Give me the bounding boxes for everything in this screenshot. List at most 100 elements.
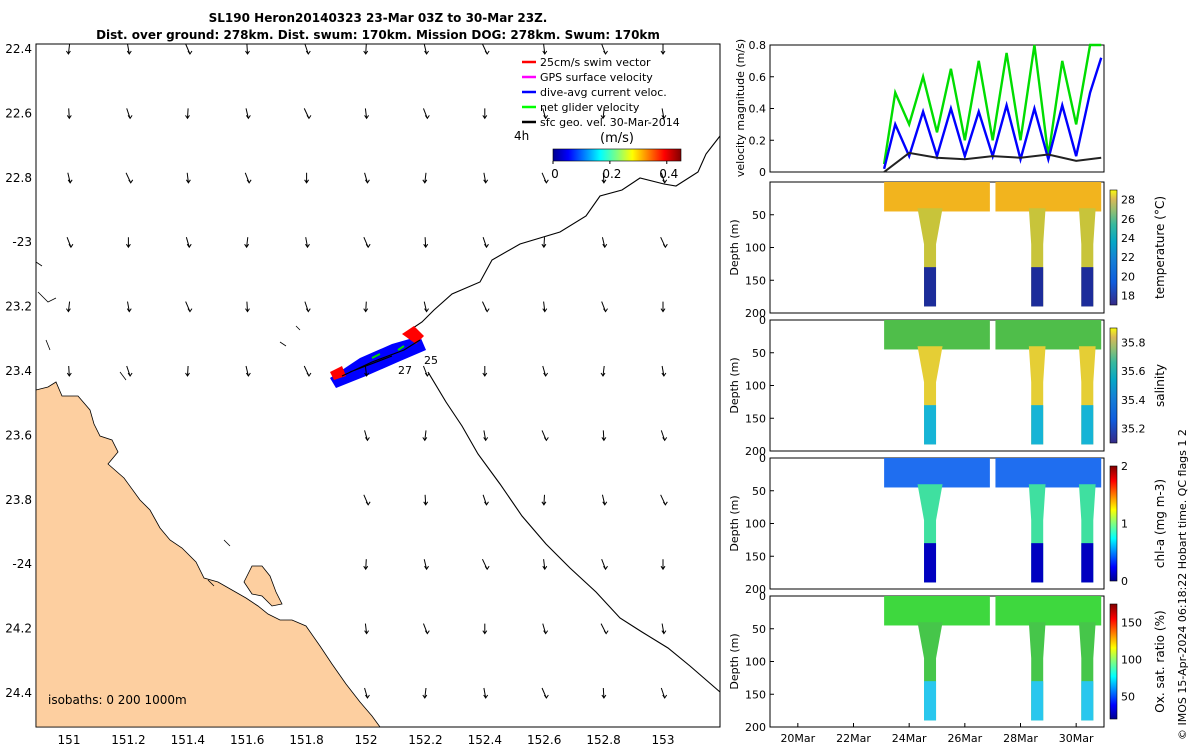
vel-tick-0.8: 0.8 xyxy=(749,39,767,52)
speed-colorbar-ticks: 0 0.2 0.4 xyxy=(551,161,678,181)
sfc-vel-arrow xyxy=(660,494,668,506)
oxygen-dive-plume-0 xyxy=(917,622,943,721)
oxygen-cbar-tick-150: 150 xyxy=(1121,617,1142,630)
salinity-cbar-tick-35.4: 35.4 xyxy=(1121,394,1146,407)
sfc-velocity-arrows xyxy=(65,43,668,699)
oxygen-depth-tick-100: 100 xyxy=(745,656,766,669)
map-panel: 25 27 151 151.2 151.4 151.6 151.8 152 152.2 152… xyxy=(5,42,721,747)
chla-cbar-tick-0: 0 xyxy=(1121,575,1128,588)
sfc-vel-arrow xyxy=(660,430,668,442)
vel-tick-0.6: 0.6 xyxy=(749,71,767,84)
sfc-vel-arrow xyxy=(66,365,72,377)
lon-tick-151.2: 151.2 xyxy=(111,733,145,747)
legend-item-3: net glider velocity xyxy=(540,101,640,114)
sfc-vel-arrow xyxy=(601,494,608,506)
swim-vectors xyxy=(330,326,424,380)
sfc-vel-arrow xyxy=(542,108,549,120)
legend-4h-label: 4h xyxy=(514,129,529,143)
time-tick-labels: 20Mar 22Mar 24Mar 26Mar 28Mar 30Mar xyxy=(780,723,1094,745)
cbar-tick-0.2: 0.2 xyxy=(602,167,621,181)
lon-tick-153: 153 xyxy=(652,733,675,747)
time-series-panels: 0 0.2 0.4 0.6 0.8 velocity magnitude (m/s) 5… xyxy=(728,39,1167,745)
temperature-deep-water-1 xyxy=(1031,267,1044,307)
sfc-vel-arrow xyxy=(423,237,429,249)
sfc-vel-arrow xyxy=(245,43,250,55)
legend-item-0: 25cm/s swim vector xyxy=(540,56,651,69)
track-label-25: 25 xyxy=(424,354,438,367)
time-tick-26Mar: 26Mar xyxy=(947,732,982,745)
temperature-depth-tick-150: 150 xyxy=(745,274,766,287)
temperature-colorbar xyxy=(1109,189,1118,306)
sfc-vel-arrow xyxy=(303,365,312,377)
sfc-vel-arrow xyxy=(363,301,369,313)
sfc-vel-arrow xyxy=(541,172,549,184)
sfc-vel-arrow xyxy=(482,366,488,377)
sfc-vel-arrow xyxy=(304,172,310,184)
title-line1: SL190 Heron20140323 23-Mar 03Z to 30-Mar… xyxy=(209,11,548,25)
chla-cbar-label: chl-a (mg m-3) xyxy=(1153,479,1167,568)
legend-item-2: dive-avg current veloc. xyxy=(540,86,667,99)
sfc-vel-arrow xyxy=(423,494,429,506)
oxygen-upper-band-b xyxy=(995,596,1102,626)
sfc-vel-arrow xyxy=(660,236,668,249)
dive-avg-current-vectors xyxy=(330,336,426,388)
sfc-vel-arrow xyxy=(125,172,134,184)
oxygen-upper-band-a xyxy=(884,596,990,626)
lat-tick-23.4: 23.4 xyxy=(5,364,32,378)
salinity-upper-band-b xyxy=(995,320,1102,350)
black-track-lines xyxy=(341,339,421,377)
salinity-cbar-tick-35.2: 35.2 xyxy=(1121,423,1146,436)
sfc-vel-arrow xyxy=(601,430,607,442)
sfc-vel-arrow xyxy=(601,301,608,313)
velocity-line-2 xyxy=(883,151,1102,173)
sfc-vel-arrow xyxy=(481,43,490,55)
lat-tick-23.2: 23.2 xyxy=(5,300,32,314)
sfc-vel-arrow xyxy=(482,237,489,249)
sfc-vel-arrow xyxy=(542,559,548,571)
oxygen-colorbar xyxy=(1109,603,1118,720)
salinity-section: 0 50 100 150 200 Depth (m) 35.2 35.4 35.6 35.8 sal… xyxy=(728,314,1167,458)
salinity-deep-water-2 xyxy=(1081,405,1094,445)
geostrophic-contour xyxy=(409,135,721,331)
lat-tick-24.2: 24.2 xyxy=(5,622,32,636)
temperature-section: 50 100 150 200 Depth (m) 18 20 22 24 26 28 temperat… xyxy=(728,181,1167,320)
sfc-vel-arrow xyxy=(364,687,370,699)
sfc-vel-arrow xyxy=(245,301,250,313)
lon-tick-151.8: 151.8 xyxy=(289,733,323,747)
chla-deep-water-2 xyxy=(1081,543,1094,583)
lat-tick--24: -24 xyxy=(12,557,32,571)
legend-item-1: GPS surface velocity xyxy=(540,71,653,84)
chla-section: 0 50 100 150 200 Depth (m) 0 1 2 chl-a (mg m-3) xyxy=(728,452,1167,596)
sfc-vel-arrow xyxy=(541,494,547,506)
lon-tick-152: 152 xyxy=(355,733,378,747)
lat-tick-24.4: 24.4 xyxy=(5,686,32,700)
lon-tick-labels: 151 151.2 151.4 151.6 151.8 152 152.2 152.4 152.… xyxy=(58,733,675,747)
chla-depth-tick-100: 100 xyxy=(745,518,766,531)
lat-tick-22.8: 22.8 xyxy=(5,171,32,185)
chla-upper-band-b xyxy=(995,458,1102,488)
velocity-series xyxy=(882,43,1103,173)
coast-fragments xyxy=(35,261,301,587)
land-mass xyxy=(35,381,381,728)
lat-tick-23.6: 23.6 xyxy=(5,428,32,442)
cbar-tick-0.4: 0.4 xyxy=(659,167,678,181)
oxygen-section: 0 50 100 150 200 Depth (m) 50 100 150 Ox. sat. ra… xyxy=(728,590,1167,734)
sfc-vel-arrow xyxy=(364,172,370,184)
sfc-vel-arrow xyxy=(600,623,609,635)
sfc-vel-arrow xyxy=(244,172,252,184)
sfc-vel-arrow xyxy=(185,301,193,313)
oxygen-depth-tick-200: 200 xyxy=(745,721,766,734)
title-line2: Dist. over ground: 278km. Dist. swum: 17… xyxy=(96,28,660,42)
salinity-depth-tick-200: 200 xyxy=(745,445,766,458)
oxygen-depth-tick-50: 50 xyxy=(752,623,766,636)
chla-cbar-tick-2: 2 xyxy=(1121,460,1128,473)
sfc-vel-arrow xyxy=(244,237,250,249)
lon-tick-152.8: 152.8 xyxy=(586,733,620,747)
sfc-vel-arrow xyxy=(660,687,668,699)
legend-item-4: sfc geo. vel. 30-Mar-2014 xyxy=(540,116,680,129)
geostrophic-contour-south xyxy=(427,371,721,693)
chla-dive-plume-0 xyxy=(917,484,943,583)
temperature-cbar-tick-18: 18 xyxy=(1121,289,1135,302)
net-glider-vectors xyxy=(371,345,405,359)
sfc-vel-arrow xyxy=(126,108,133,120)
